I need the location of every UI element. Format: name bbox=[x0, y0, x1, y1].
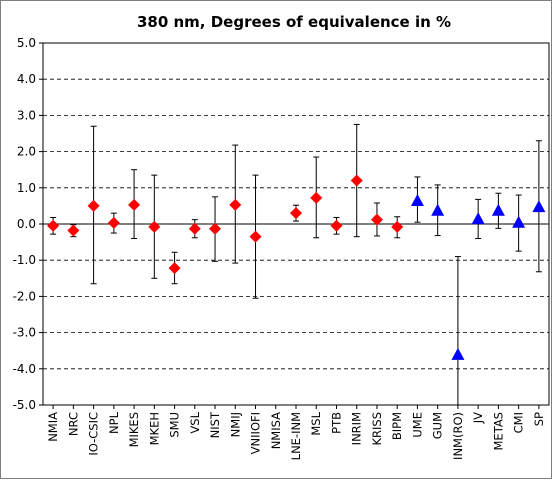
diamond-marker bbox=[370, 213, 383, 226]
x-tick-label: UME bbox=[410, 412, 424, 438]
y-tick-label: 3.0 bbox=[17, 108, 36, 122]
y-tick-label: -2.0 bbox=[13, 289, 36, 303]
x-tick-label: PTB bbox=[329, 412, 343, 434]
diamond-marker bbox=[209, 222, 222, 235]
diamond-marker bbox=[330, 219, 343, 232]
y-tick-label: 5.0 bbox=[17, 36, 36, 50]
triangle-marker bbox=[471, 212, 485, 225]
x-tick-label: NMIJ bbox=[228, 412, 242, 437]
diamond-marker bbox=[47, 219, 60, 232]
y-tick-label: 0.0 bbox=[17, 217, 36, 231]
diamond-marker bbox=[128, 198, 141, 211]
x-tick-label: MKEH bbox=[147, 412, 161, 445]
data-markers bbox=[47, 174, 546, 360]
x-tick-label: INM(RO) bbox=[451, 412, 465, 460]
x-axis-ticks: NMIA NRC IO-CSIC NPL MIKES MKEH SMU VSL NIST NMIJ… bbox=[46, 405, 546, 460]
diamond-marker bbox=[188, 222, 201, 235]
error-bars bbox=[50, 123, 542, 406]
diamond-marker bbox=[87, 199, 100, 212]
y-axis-ticks: 5.0 4.0 3.0 2.0 1.0 0.0 -1.0 -2.0 -3.0 -4.0 -5.0 bbox=[13, 36, 43, 412]
diamond-marker bbox=[249, 230, 262, 243]
diamond-marker bbox=[67, 224, 80, 237]
y-tick-label: -4.0 bbox=[13, 362, 36, 376]
triangle-marker bbox=[512, 215, 526, 228]
x-tick-label: BIPM bbox=[390, 412, 404, 440]
diamond-marker bbox=[310, 191, 323, 204]
x-tick-label: VNIIOFI bbox=[249, 412, 263, 454]
y-tick-label: -5.0 bbox=[13, 398, 36, 412]
x-tick-label: SMU bbox=[168, 412, 182, 438]
diamond-marker bbox=[107, 216, 120, 229]
y-tick-label: -1.0 bbox=[13, 253, 36, 267]
x-tick-label: NMIA bbox=[46, 412, 60, 442]
grid-layer bbox=[43, 78, 549, 370]
triangle-marker bbox=[491, 203, 505, 216]
diamond-marker bbox=[391, 220, 404, 233]
triangle-marker bbox=[532, 200, 546, 213]
triangle-marker bbox=[451, 347, 465, 360]
x-tick-label: METAS bbox=[491, 412, 505, 451]
x-tick-label: JV bbox=[471, 412, 485, 424]
diamond-marker bbox=[168, 262, 181, 275]
x-tick-label: LNE-INM bbox=[289, 412, 303, 460]
chart-title: 380 nm, Degrees of equivalence in % bbox=[137, 13, 451, 31]
x-tick-label: NIST bbox=[208, 411, 222, 438]
x-tick-label: NPL bbox=[107, 411, 121, 434]
y-tick-label: 4.0 bbox=[17, 72, 36, 86]
x-tick-label: VSL bbox=[188, 411, 202, 433]
x-tick-label: INRIM bbox=[350, 412, 364, 445]
diamond-marker bbox=[148, 220, 161, 233]
x-tick-label: IO-CSIC bbox=[87, 412, 101, 456]
x-tick-label: CMI bbox=[512, 412, 526, 433]
x-tick-label: KRISS bbox=[370, 412, 384, 446]
x-tick-label: NRC bbox=[66, 412, 80, 436]
triangle-marker bbox=[410, 193, 424, 206]
diamond-marker bbox=[229, 198, 242, 211]
x-tick-label: SP bbox=[532, 412, 546, 426]
x-tick-label: MIKES bbox=[127, 412, 141, 447]
x-tick-label: MSL bbox=[309, 411, 323, 435]
diamond-marker bbox=[350, 174, 363, 187]
x-tick-label: GUM bbox=[431, 412, 445, 439]
y-tick-label: 1.0 bbox=[17, 181, 36, 195]
y-tick-label: 2.0 bbox=[17, 145, 36, 159]
diamond-marker bbox=[290, 207, 302, 220]
x-tick-label: NMISA bbox=[269, 412, 283, 449]
triangle-marker bbox=[431, 203, 445, 216]
y-tick-label: -3.0 bbox=[13, 326, 36, 340]
